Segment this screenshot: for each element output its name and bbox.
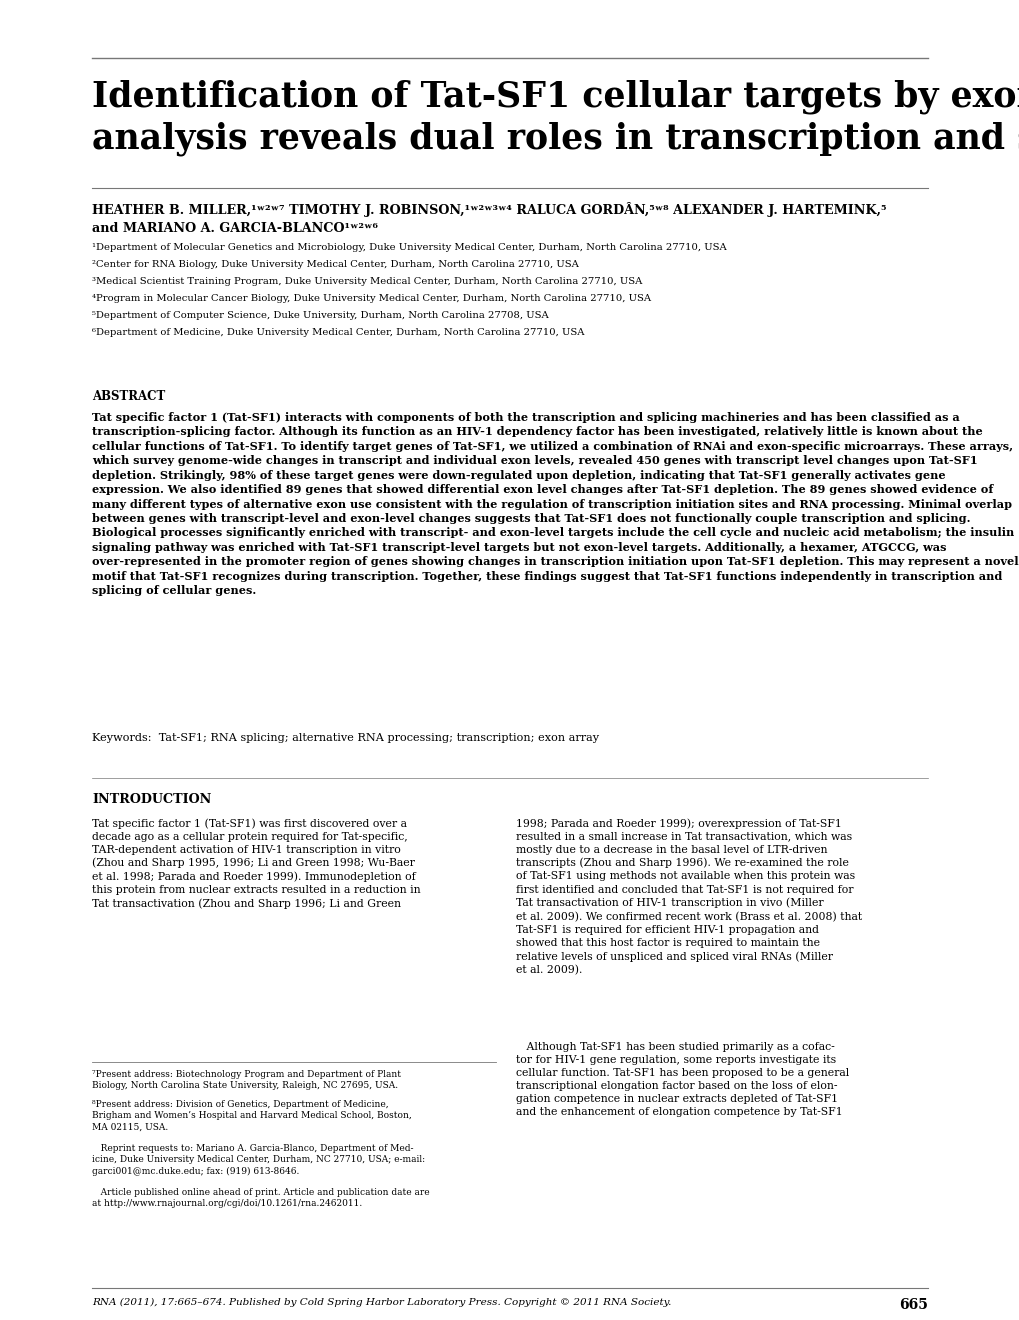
Text: Article published online ahead of print. Article and publication date are
at htt: Article published online ahead of print.… [92,1188,429,1208]
Text: 665: 665 [898,1298,927,1312]
Text: ⁶Department of Medicine, Duke University Medical Center, Durham, North Carolina : ⁶Department of Medicine, Duke University… [92,327,584,337]
Text: 1998; Parada and Roeder 1999); overexpression of Tat-SF1
resulted in a small inc: 1998; Parada and Roeder 1999); overexpre… [516,818,861,975]
Text: ABSTRACT: ABSTRACT [92,389,165,403]
Text: Tat specific factor 1 (Tat-SF1) was first discovered over a
decade ago as a cell: Tat specific factor 1 (Tat-SF1) was firs… [92,818,420,909]
Text: analysis reveals dual roles in transcription and splicing: analysis reveals dual roles in transcrip… [92,121,1019,157]
Text: HEATHER B. MILLER,¹ʷ²ʷ⁷ TIMOTHY J. ROBINSON,¹ʷ²ʷ³ʷ⁴ RALUCA GORDÂN,⁵ʷ⁸ ALEXANDER : HEATHER B. MILLER,¹ʷ²ʷ⁷ TIMOTHY J. ROBIN… [92,202,886,216]
Text: Although Tat-SF1 has been studied primarily as a cofac-
tor for HIV-1 gene regul: Although Tat-SF1 has been studied primar… [516,1041,849,1117]
Text: ⁷Present address: Biotechnology Program and Department of Plant
Biology, North C: ⁷Present address: Biotechnology Program … [92,1071,400,1090]
Text: and MARIANO A. GARCIA-BLANCO¹ʷ²ʷ⁶: and MARIANO A. GARCIA-BLANCO¹ʷ²ʷ⁶ [92,222,378,235]
Text: ¹Department of Molecular Genetics and Microbiology, Duke University Medical Cent: ¹Department of Molecular Genetics and Mi… [92,243,727,252]
Text: INTRODUCTION: INTRODUCTION [92,793,211,807]
Text: Reprint requests to: Mariano A. Garcia-Blanco, Department of Med-
icine, Duke Un: Reprint requests to: Mariano A. Garcia-B… [92,1144,425,1176]
Text: ²Center for RNA Biology, Duke University Medical Center, Durham, North Carolina : ²Center for RNA Biology, Duke University… [92,260,579,269]
Text: Identification of Tat-SF1 cellular targets by exon array: Identification of Tat-SF1 cellular targe… [92,81,1019,115]
Text: ³Medical Scientist Training Program, Duke University Medical Center, Durham, Nor: ³Medical Scientist Training Program, Duk… [92,277,642,286]
Text: Tat specific factor 1 (Tat-SF1) interacts with components of both the transcript: Tat specific factor 1 (Tat-SF1) interact… [92,412,1018,597]
Text: Keywords:  Tat-SF1; RNA splicing; alternative RNA processing; transcription; exo: Keywords: Tat-SF1; RNA splicing; alterna… [92,733,598,743]
Text: ⁴Program in Molecular Cancer Biology, Duke University Medical Center, Durham, No: ⁴Program in Molecular Cancer Biology, Du… [92,294,650,304]
Text: RNA (2011), 17:665–674. Published by Cold Spring Harbor Laboratory Press. Copyri: RNA (2011), 17:665–674. Published by Col… [92,1298,671,1307]
Text: ⁸Present address: Division of Genetics, Department of Medicine,
Brigham and Wome: ⁸Present address: Division of Genetics, … [92,1100,412,1133]
Text: ⁵Department of Computer Science, Duke University, Durham, North Carolina 27708, : ⁵Department of Computer Science, Duke Un… [92,312,548,319]
